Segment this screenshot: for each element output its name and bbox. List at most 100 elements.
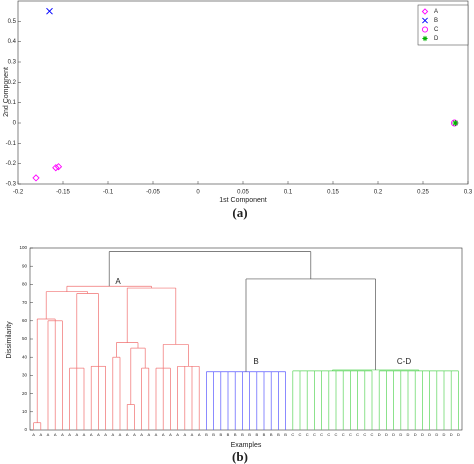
y-tick-label: 90 [22,263,28,268]
leaf-label: D [450,432,453,437]
legend-marker [422,17,428,24]
leaf-label: C [313,432,316,437]
leaf-label: A [39,432,42,437]
leaf-label: C [371,432,374,437]
caption: (a) [232,205,247,220]
leaf-label: A [54,432,57,437]
y-tick-label: 100 [19,245,27,250]
leaf-label: A [133,432,136,437]
y-tick-label: 30 [22,373,28,378]
y-tick-label: -0.2 [6,161,17,167]
y-tick-label: 0.3 [8,60,17,66]
annotation: C-D [397,357,411,366]
x-tick-label: -0.05 [146,190,160,196]
legend-marker [421,8,429,15]
y-tick-label: 60 [22,318,28,323]
leaf-label: B [284,432,287,437]
x-tick-label: 0.05 [237,190,249,196]
x-tick-label: 0.3 [464,190,473,196]
y-tick-label: 10 [22,409,28,414]
leaf-label: A [97,432,100,437]
x-tick-label: -0.15 [56,190,70,196]
leaf-label: D [428,432,431,437]
y-tick-label: 70 [22,300,28,305]
x-tick-label: -0.1 [103,190,114,196]
annotation: A [115,277,121,286]
leaf-label: A [169,432,172,437]
y-tick-label: 0.2 [8,80,17,86]
legend-label: D [434,36,439,42]
x-tick-label: 0.15 [327,190,339,196]
x-tick-label: 0.25 [417,190,429,196]
leaf-label: A [147,432,150,437]
leaf-label: D [407,432,410,437]
leaf-label: C [363,432,366,437]
legend-label: C [434,27,439,33]
leaf-label: A [191,432,194,437]
leaf-label: D [385,432,388,437]
leaf-label: B [255,432,258,437]
y-tick-label: 20 [22,391,28,396]
leaf-label: A [176,432,179,437]
leaf-label: C [335,432,338,437]
leaf-label: A [32,432,35,437]
leaf-label: B [212,432,215,437]
leaf-label: D [435,432,438,437]
leaf-label: D [414,432,417,437]
legend-marker [422,35,428,42]
leaf-label: C [291,432,294,437]
y-tick-label: -0.3 [6,182,17,188]
leaf-label: B [234,432,237,437]
data-point [452,120,459,126]
y-tick-label: 0.5 [8,19,17,25]
leaf-label: D [457,432,460,437]
x-tick-label: -0.2 [13,190,24,196]
leaf-label: A [111,432,114,437]
leaf-label: A [61,432,64,437]
leaf-label: A [140,432,143,437]
leaf-label: C [349,432,352,437]
caption: (b) [232,449,248,464]
leaf-label: B [205,432,208,437]
leaf-label: B [277,432,280,437]
data-point [46,7,53,15]
leaf-label: D [421,432,424,437]
y-tick-label: 0.1 [8,100,17,106]
y-tick-label: -0.1 [6,141,17,147]
x-axis-label: 1st Component [219,197,267,204]
y-tick-label: 80 [22,282,28,287]
leaf-label: A [162,432,165,437]
leaf-label: B [248,432,251,437]
leaf-label: C [299,432,302,437]
y-tick-label: 0 [13,121,17,127]
leaf-label: B [263,432,266,437]
leaf-label: A [183,432,186,437]
leaf-label: C [327,432,330,437]
legend-label: B [434,18,438,24]
data-point [32,174,40,182]
leaf-label: C [342,432,345,437]
leaf-label: B [241,432,244,437]
leaf-label: A [83,432,86,437]
y-tick-label: 40 [22,354,28,359]
data-point [54,163,63,171]
legend-label: A [434,9,438,15]
leaf-label: D [443,432,446,437]
y-tick-label: 0.4 [8,39,17,45]
leaf-label: B [219,432,222,437]
x-tick-label: 0 [196,190,200,196]
leaf-label: D [378,432,381,437]
plot-frame-a [17,0,469,185]
y-axis-label: 2nd Component [3,67,10,117]
x-axis-label: Examples [231,442,262,449]
leaf-label: C [356,432,359,437]
leaf-label: A [126,432,129,437]
leaf-label: A [68,432,71,437]
leaf-label: B [270,432,273,437]
y-tick-label: 50 [22,336,28,341]
x-tick-label: 0.2 [374,190,383,196]
legend-marker [421,26,429,33]
leaf-label: A [119,432,122,437]
y-axis-label: Dissimilarity [6,321,13,359]
